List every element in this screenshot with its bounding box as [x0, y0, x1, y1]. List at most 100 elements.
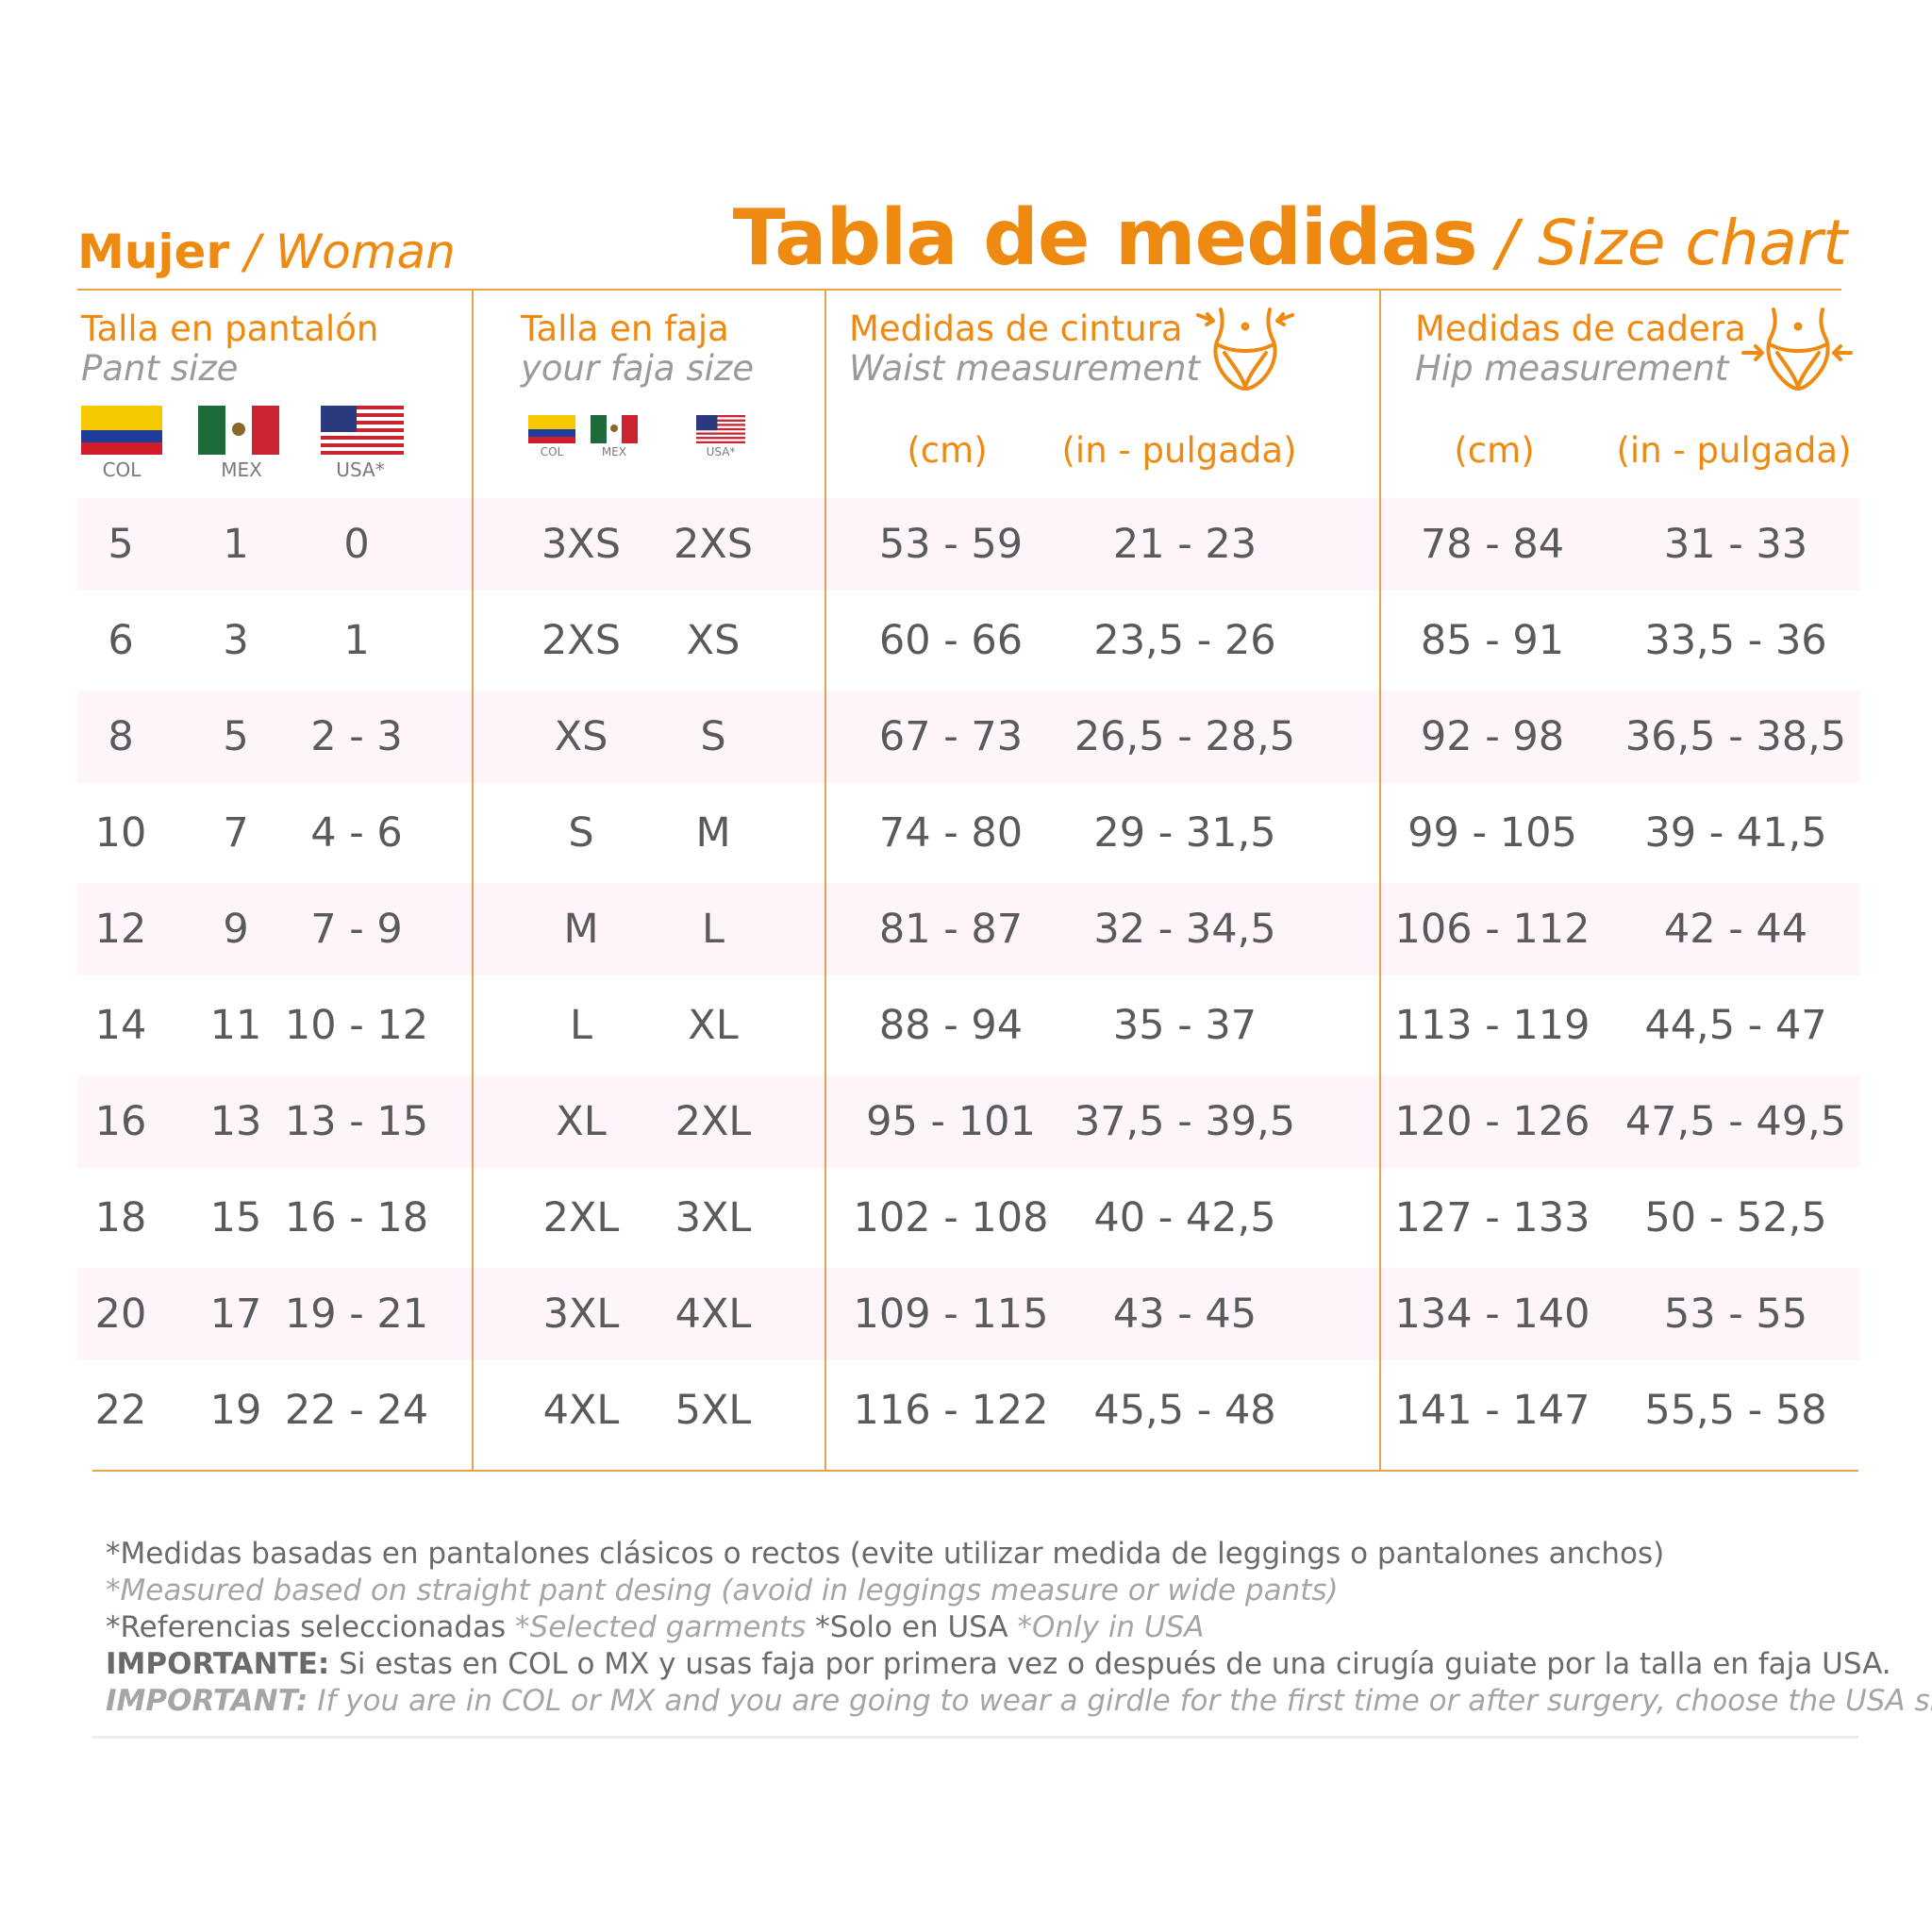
- hip-en: Hip measurement: [1415, 348, 1729, 389]
- pant-size-header: Talla en pantalón Pant size: [81, 309, 378, 389]
- cell-hip-in: 36,5 - 38,5: [1624, 713, 1847, 760]
- cell-hip-in: 47,5 - 49,5: [1624, 1098, 1847, 1145]
- cell-col-size: 6: [108, 617, 134, 664]
- cell-faja-usa: 2XS: [673, 521, 754, 568]
- hip-header: Medidas de cadera Hip measurement: [1415, 309, 1746, 389]
- title-mujer: Mujer: [77, 225, 230, 279]
- top-rule: [77, 289, 1841, 291]
- cell-hip-cm: 113 - 119: [1394, 1002, 1591, 1049]
- cell-mex-size: 9: [223, 906, 249, 953]
- cell-mex-size: 13: [209, 1098, 262, 1145]
- cell-waist-cm: 60 - 66: [878, 617, 1024, 664]
- page-title: Tabla de medidas / Size chart: [733, 193, 1847, 283]
- flag-label-col-small: COL: [540, 445, 564, 458]
- column-divider: [472, 289, 474, 1472]
- cell-hip-cm: 127 - 133: [1394, 1194, 1591, 1241]
- cell-hip-cm: 134 - 140: [1394, 1291, 1591, 1338]
- cell-mex-size: 17: [209, 1291, 262, 1338]
- row-band: [77, 883, 1860, 975]
- faja-size-en: your faja size: [521, 348, 755, 389]
- note-ref-en: *Selected garments: [515, 1610, 807, 1644]
- cell-col-size: 22: [94, 1387, 147, 1434]
- note-usa-es: *Solo en USA: [806, 1610, 1018, 1644]
- cell-faja-usa: M: [695, 809, 731, 857]
- cell-mex-size: 19: [209, 1387, 262, 1434]
- cell-mex-size: 15: [209, 1194, 262, 1241]
- cell-waist-in: 23,5 - 26: [1093, 617, 1276, 664]
- cell-faja-col-mex: M: [563, 906, 599, 953]
- cell-waist-in: 35 - 37: [1112, 1002, 1257, 1049]
- row-band: [77, 1075, 1860, 1168]
- cell-usa-size: 2 - 3: [310, 713, 403, 760]
- cell-col-size: 8: [108, 713, 134, 760]
- flag-label-col: COL: [102, 458, 142, 481]
- cell-hip-in: 55,5 - 58: [1644, 1387, 1827, 1434]
- flag-label-usa-small: USA*: [706, 445, 736, 458]
- cell-hip-in: 44,5 - 47: [1644, 1002, 1827, 1049]
- note-important-text: If you are in COL or MX and you are goin…: [308, 1684, 1932, 1718]
- cell-waist-in: 29 - 31,5: [1093, 809, 1276, 857]
- waist-unit-in: (in - pulgada): [1061, 430, 1297, 471]
- title-sep: /: [229, 225, 275, 279]
- cell-waist-in: 40 - 42,5: [1093, 1194, 1276, 1241]
- hip-unit-cm: (cm): [1454, 430, 1535, 471]
- hip-icon: [1741, 308, 1853, 391]
- cell-waist-cm: 67 - 73: [878, 713, 1024, 760]
- cell-faja-col-mex: 3XS: [541, 521, 622, 568]
- title-size-chart: Size chart: [1537, 207, 1847, 279]
- cell-faja-usa: 4XL: [675, 1291, 752, 1338]
- title-woman: Woman: [275, 225, 456, 279]
- note-line-1: *Medidas basadas en pantalones clásicos …: [106, 1537, 1665, 1571]
- cell-hip-in: 50 - 52,5: [1644, 1194, 1827, 1241]
- flag-label-mex-small: MEX: [601, 445, 627, 458]
- cell-hip-cm: 141 - 147: [1394, 1387, 1591, 1434]
- cell-mex-size: 11: [209, 1002, 262, 1049]
- cell-faja-usa: S: [700, 713, 726, 760]
- cell-col-size: 12: [94, 906, 147, 953]
- cell-faja-col-mex: XS: [554, 713, 608, 760]
- note-ref-es: *Referencias seleccionadas: [106, 1610, 516, 1644]
- cell-mex-size: 3: [223, 617, 249, 664]
- note-line-3: *Referencias seleccionadas *Selected gar…: [106, 1609, 1879, 1646]
- note-line-5: IMPORTANT: If you are in COL or MX and y…: [106, 1683, 1932, 1720]
- mexico-flag-icon: [198, 406, 279, 455]
- pant-size-es: Talla en pantalón: [81, 308, 379, 349]
- cell-usa-size: 0: [343, 521, 370, 568]
- cell-hip-in: 31 - 33: [1663, 521, 1808, 568]
- cell-waist-cm: 74 - 80: [878, 809, 1024, 857]
- waist-es: Medidas de cintura: [849, 308, 1183, 349]
- row-band: [77, 691, 1860, 783]
- cell-faja-usa: XS: [686, 617, 741, 664]
- cell-faja-col-mex: XL: [556, 1098, 607, 1145]
- cell-hip-cm: 78 - 84: [1420, 521, 1565, 568]
- cell-waist-in: 26,5 - 28,5: [1074, 713, 1296, 760]
- cell-hip-cm: 99 - 105: [1407, 809, 1577, 857]
- cell-col-size: 16: [94, 1098, 147, 1145]
- cell-usa-size: 16 - 18: [284, 1194, 429, 1241]
- usa-flag-icon: [321, 406, 404, 455]
- colombia-flag-small-icon: [528, 415, 575, 443]
- cell-waist-cm: 95 - 101: [866, 1098, 1036, 1145]
- cell-col-size: 14: [94, 1002, 147, 1049]
- cell-hip-in: 33,5 - 36: [1644, 617, 1827, 664]
- cell-waist-in: 37,5 - 39,5: [1074, 1098, 1296, 1145]
- cell-usa-size: 1: [343, 617, 370, 664]
- footer-rule: [92, 1736, 1858, 1739]
- cell-hip-cm: 106 - 112: [1394, 906, 1591, 953]
- pant-size-en: Pant size: [81, 348, 239, 389]
- cell-faja-col-mex: 2XS: [541, 617, 622, 664]
- cell-waist-in: 43 - 45: [1112, 1291, 1257, 1338]
- section-title: Mujer / Woman: [77, 225, 456, 279]
- cell-faja-usa: 5XL: [675, 1387, 752, 1434]
- cell-col-size: 20: [94, 1291, 147, 1338]
- colombia-flag-icon: [81, 406, 162, 455]
- cell-hip-in: 42 - 44: [1663, 906, 1808, 953]
- column-divider: [824, 289, 826, 1472]
- cell-hip-in: 53 - 55: [1663, 1291, 1808, 1338]
- waist-unit-cm: (cm): [907, 430, 988, 471]
- cell-faja-usa: XL: [688, 1002, 739, 1049]
- cell-usa-size: 22 - 24: [284, 1387, 429, 1434]
- hip-es: Medidas de cadera: [1415, 308, 1746, 349]
- cell-faja-col-mex: L: [570, 1002, 592, 1049]
- usa-flag-small-icon: [696, 415, 745, 443]
